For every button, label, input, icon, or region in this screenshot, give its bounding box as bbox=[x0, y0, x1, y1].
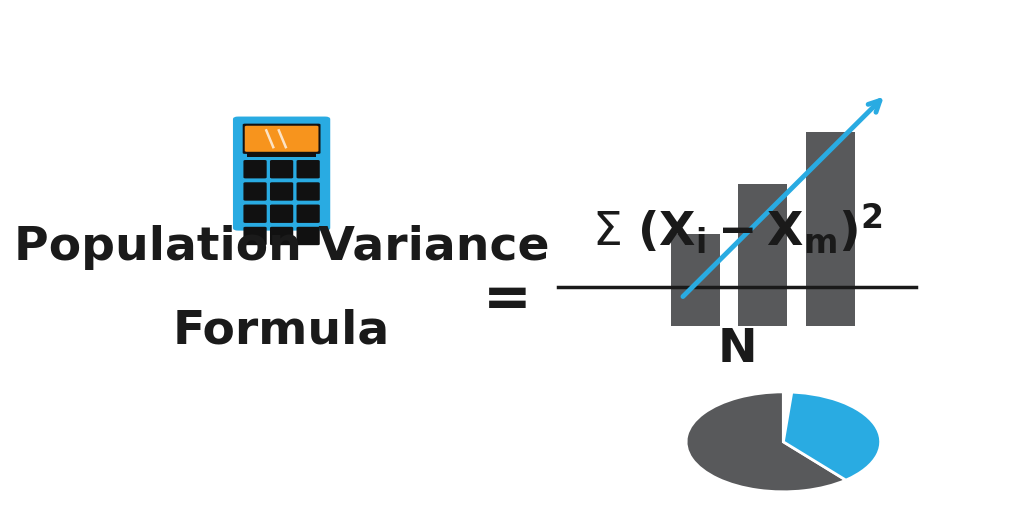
Text: N: N bbox=[718, 327, 757, 372]
Wedge shape bbox=[686, 392, 846, 492]
FancyBboxPatch shape bbox=[244, 227, 266, 245]
FancyBboxPatch shape bbox=[243, 124, 321, 154]
FancyBboxPatch shape bbox=[270, 160, 293, 178]
Bar bbox=[806, 132, 855, 326]
Text: =: = bbox=[482, 271, 531, 328]
Bar bbox=[247, 153, 316, 157]
FancyBboxPatch shape bbox=[244, 160, 266, 178]
Text: $\mathsf{\Sigma}\ \mathbf{(X_i - X_m)^2}$: $\mathsf{\Sigma}\ \mathbf{(X_i - X_m)^2}… bbox=[592, 201, 883, 256]
FancyBboxPatch shape bbox=[297, 205, 319, 223]
FancyBboxPatch shape bbox=[270, 183, 293, 200]
FancyBboxPatch shape bbox=[297, 160, 319, 178]
Text: Formula: Formula bbox=[173, 309, 390, 354]
FancyBboxPatch shape bbox=[244, 183, 266, 200]
FancyBboxPatch shape bbox=[297, 227, 319, 245]
FancyBboxPatch shape bbox=[233, 117, 330, 230]
Text: Population Variance: Population Variance bbox=[14, 225, 549, 270]
Wedge shape bbox=[783, 392, 881, 480]
Wedge shape bbox=[783, 392, 792, 442]
FancyBboxPatch shape bbox=[297, 183, 319, 200]
Bar bbox=[671, 234, 720, 326]
FancyBboxPatch shape bbox=[245, 126, 318, 152]
FancyBboxPatch shape bbox=[270, 205, 293, 223]
FancyBboxPatch shape bbox=[244, 205, 266, 223]
FancyBboxPatch shape bbox=[270, 227, 293, 245]
Bar bbox=[738, 184, 787, 326]
